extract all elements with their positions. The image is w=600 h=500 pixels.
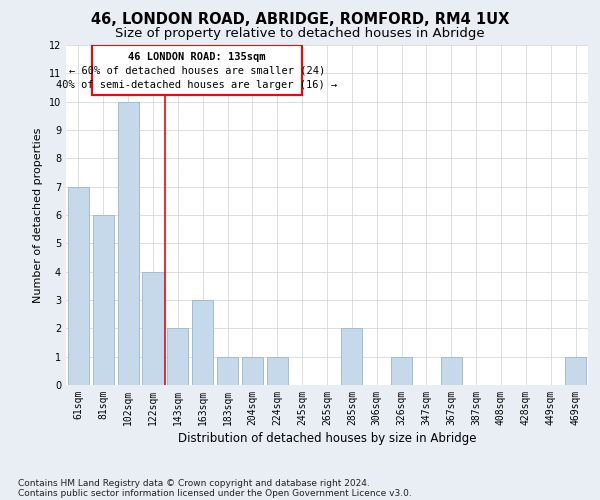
Bar (142, 272, 164, 385)
Bar (118, 102, 139, 385)
Text: 46 LONDON ROAD: 135sqm: 46 LONDON ROAD: 135sqm (128, 52, 266, 62)
Text: ← 60% of detached houses are smaller (24): ← 60% of detached houses are smaller (24… (69, 66, 325, 76)
Text: Contains public sector information licensed under the Open Government Licence v3: Contains public sector information licen… (18, 488, 412, 498)
Bar (192, 300, 213, 385)
Bar (441, 356, 462, 385)
Bar (167, 328, 188, 385)
Y-axis label: Number of detached properties: Number of detached properties (33, 128, 43, 302)
Text: Size of property relative to detached houses in Abridge: Size of property relative to detached ho… (115, 28, 485, 40)
Bar (93, 215, 114, 385)
X-axis label: Distribution of detached houses by size in Abridge: Distribution of detached houses by size … (178, 432, 476, 445)
Text: 40% of semi-detached houses are larger (16) →: 40% of semi-detached houses are larger (… (56, 80, 338, 90)
FancyBboxPatch shape (92, 45, 302, 94)
Bar (565, 356, 586, 385)
Bar (242, 356, 263, 385)
Bar (341, 328, 362, 385)
Bar (217, 356, 238, 385)
Bar (267, 356, 288, 385)
Bar (68, 186, 89, 385)
Text: Contains HM Land Registry data © Crown copyright and database right 2024.: Contains HM Land Registry data © Crown c… (18, 478, 370, 488)
Text: 46, LONDON ROAD, ABRIDGE, ROMFORD, RM4 1UX: 46, LONDON ROAD, ABRIDGE, ROMFORD, RM4 1… (91, 12, 509, 28)
Bar (391, 356, 412, 385)
